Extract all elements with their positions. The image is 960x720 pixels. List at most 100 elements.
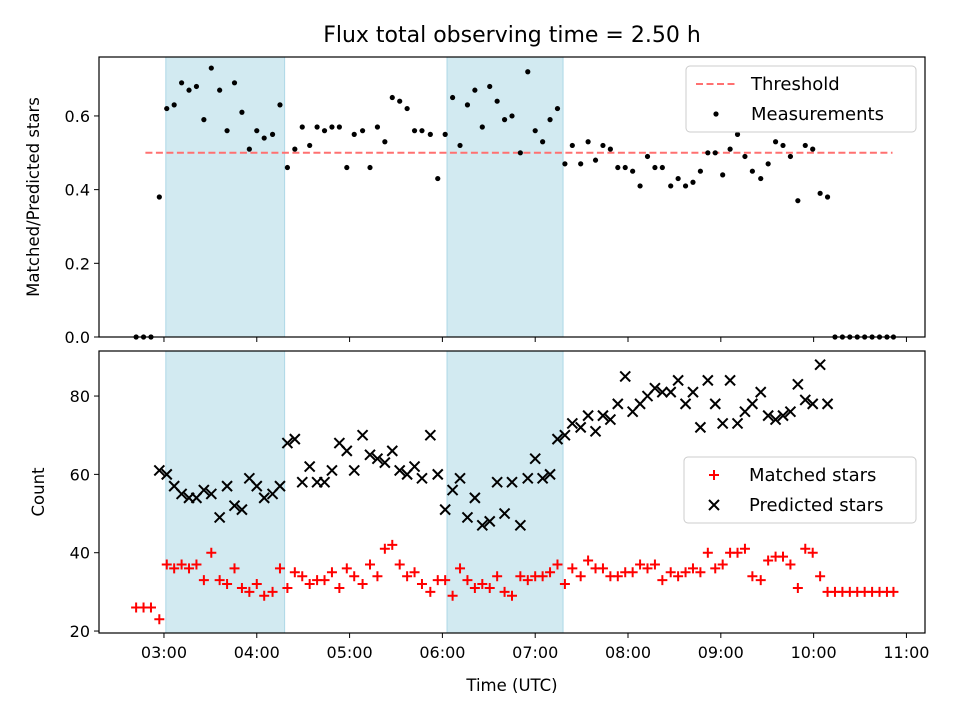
predicted-star-point xyxy=(205,488,218,500)
matched-star-point xyxy=(184,563,195,574)
matched-star-point xyxy=(440,575,451,586)
matched-star-point xyxy=(492,571,503,582)
bottom-shaded-window-1 xyxy=(446,350,564,634)
measurement-point xyxy=(802,142,808,149)
predicted-star-point xyxy=(432,468,444,481)
measurement-point xyxy=(457,142,463,149)
predicted-star-point xyxy=(514,519,527,531)
measurement-point xyxy=(547,117,553,123)
predicted-star-point xyxy=(806,398,819,410)
matched-star-point xyxy=(612,571,623,582)
x-axis-label: Time (UTC) xyxy=(465,676,557,695)
measurement-point xyxy=(622,164,628,171)
measurement-point xyxy=(261,135,267,141)
matched-star-point xyxy=(319,575,330,586)
matched-star-point xyxy=(710,563,721,574)
measurement-point xyxy=(675,175,681,182)
matched-star-point xyxy=(244,586,255,597)
matched-star-point xyxy=(800,543,811,554)
matched-star-point xyxy=(792,582,803,593)
matched-star-point xyxy=(394,559,405,570)
predicted-star-point xyxy=(612,398,624,410)
predicted-star-point xyxy=(251,480,263,492)
matched-star-point xyxy=(559,579,570,590)
matched-star-point xyxy=(379,543,390,554)
measurement-point xyxy=(404,105,410,112)
measurement-point xyxy=(374,124,381,130)
matched-star-point xyxy=(222,579,233,590)
measurement-point xyxy=(494,98,500,104)
predicted-star-point xyxy=(198,484,210,496)
matched-star-point xyxy=(552,559,563,570)
x-tick-label: 11:00 xyxy=(883,643,929,662)
predicted-star-point xyxy=(792,378,804,390)
matched-star-point xyxy=(537,571,548,582)
measurement-point xyxy=(585,139,591,145)
measurement-point xyxy=(389,94,395,101)
predicted-star-point xyxy=(228,500,241,512)
matched-star-point xyxy=(409,567,420,578)
measurement-point xyxy=(615,164,621,171)
predicted-star-point xyxy=(551,433,564,445)
predicted-star-point xyxy=(679,398,692,410)
measurement-point xyxy=(720,172,726,178)
measurement-point xyxy=(630,168,636,174)
bottom-legend-handle-predicted xyxy=(708,499,720,511)
x-tick-label: 03:00 xyxy=(141,643,187,662)
predicted-star-point xyxy=(656,386,669,398)
matched-star-point xyxy=(289,567,300,578)
measurement-point xyxy=(607,146,613,152)
measurement-point xyxy=(156,194,162,200)
measurement-point xyxy=(344,164,350,171)
top-y-tick-label: 0.6 xyxy=(65,107,90,126)
matched-star-point xyxy=(387,539,398,550)
x-tick-label: 04:00 xyxy=(234,643,280,662)
x-tick-label: 10:00 xyxy=(791,643,837,662)
measurement-point xyxy=(239,109,245,115)
predicted-star-point xyxy=(709,398,721,410)
predicted-star-point xyxy=(153,464,166,477)
matched-star-point xyxy=(642,563,653,574)
matched-star-point xyxy=(214,575,225,586)
bottom-legend-handle-matched xyxy=(709,470,719,480)
top-y-tick-label: 0.4 xyxy=(65,181,90,200)
measurement-point xyxy=(705,150,711,156)
predicted-star-point xyxy=(582,409,594,422)
matched-star-point xyxy=(365,559,376,570)
matched-star-point xyxy=(455,563,466,574)
x-tick-label: 05:00 xyxy=(327,643,373,662)
measurement-point xyxy=(772,139,779,145)
measurement-point xyxy=(336,124,342,130)
predicted-star-point xyxy=(694,421,707,434)
matched-star-point xyxy=(349,571,360,582)
predicted-star-point xyxy=(544,468,556,481)
measurement-point xyxy=(419,128,425,134)
predicted-star-point xyxy=(799,394,811,406)
predicted-star-point xyxy=(559,429,571,441)
matched-star-point xyxy=(755,575,766,586)
measurement-point xyxy=(824,194,831,200)
predicted-star-point xyxy=(649,382,661,394)
matched-star-point xyxy=(739,543,750,554)
matched-star-point xyxy=(627,567,638,578)
predicted-star-point xyxy=(371,453,384,465)
measurement-point xyxy=(787,153,794,160)
predicted-star-point xyxy=(716,417,729,430)
top-legend-box xyxy=(685,65,917,133)
predicted-star-point xyxy=(258,492,270,504)
measurement-point xyxy=(427,131,433,137)
measurement-point xyxy=(269,131,276,137)
measurement-point xyxy=(578,161,584,167)
bottom-series-1-markers xyxy=(153,360,834,531)
matched-star-point xyxy=(161,559,172,570)
measurement-point xyxy=(668,183,674,189)
measurement-point xyxy=(727,146,733,152)
predicted-star-point xyxy=(424,429,437,441)
predicted-star-point xyxy=(318,476,331,488)
predicted-star-point xyxy=(731,417,744,430)
matched-star-point xyxy=(888,586,899,597)
matched-star-point xyxy=(687,563,698,574)
bottom-y-tick-label: 20 xyxy=(70,622,90,641)
matched-star-point xyxy=(334,582,345,593)
